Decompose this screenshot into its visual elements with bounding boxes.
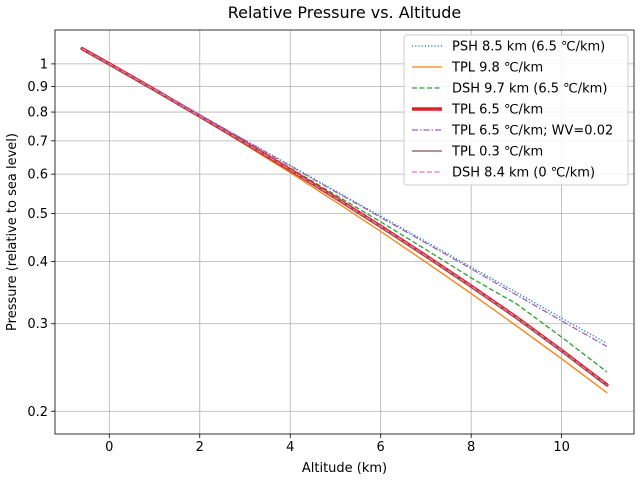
legend-label-3: DSH 9.7 km (6.5 ℃/km) [452, 82, 607, 97]
y-tick-label: 0.9 [27, 80, 48, 95]
legend: PSH 8.5 km (6.5 ℃/km) TPL 9.8 ℃/km DSH 9.7… [403, 34, 629, 186]
legend-label-5: TPL 6.5 ℃/km; WV=0.02 [451, 124, 613, 139]
y-axis-label: Pressure (relative to sea level) [5, 133, 20, 331]
y-tick-label: 1 [40, 57, 48, 72]
legend-label-6: TPL 0.3 ℃/km [451, 145, 543, 160]
series-layer [80, 46, 609, 394]
x-tick-label: 10 [553, 440, 570, 455]
x-axis-label: Altitude (km) [302, 461, 387, 476]
y-tick-label: 0.5 [27, 207, 48, 222]
axes-frame [54, 29, 635, 435]
legend-label-4: TPL 6.5 ℃/km [451, 103, 543, 118]
y-tick-label: 0.4 [27, 255, 48, 270]
y-tick-label: 0.6 [27, 168, 48, 183]
y-tick-label: 0.2 [27, 405, 48, 420]
legend-label-7: DSH 8.4 km (0 ℃/km) [452, 166, 595, 181]
y-tick-label: 0.3 [27, 317, 48, 332]
x-tick-label: 4 [286, 440, 294, 455]
x-tick-label: 8 [467, 440, 475, 455]
legend-label-1: PSH 8.5 km (6.5 ℃/km) [452, 40, 605, 55]
legend-label-2: TPL 9.8 ℃/km [451, 61, 543, 76]
legend-box [403, 34, 629, 186]
x-tick-label: 6 [377, 440, 385, 455]
series-line-7 [81, 48, 608, 386]
y-axis-ticks: 1 0.9 0.8 0.7 0.6 0.5 0.4 0.3 0.2 [27, 57, 55, 420]
x-axis-ticks: 0 2 4 6 8 10 [105, 434, 570, 455]
x-tick-label: 0 [105, 440, 113, 455]
chart-title: Relative Pressure vs. Altitude [228, 3, 462, 22]
x-tick-label: 2 [196, 440, 204, 455]
y-tick-label: 0.7 [27, 134, 48, 149]
y-tick-label: 0.8 [27, 106, 48, 121]
